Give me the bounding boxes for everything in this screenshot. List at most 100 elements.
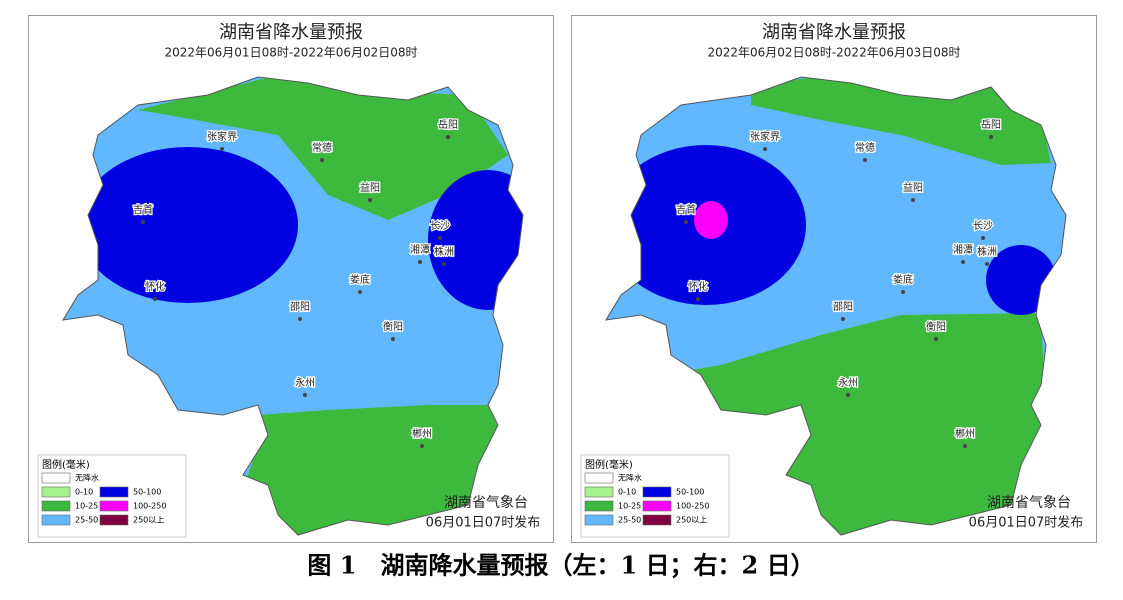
legend-label: 50-100 (133, 488, 161, 497)
city-label: 娄底 (350, 273, 370, 286)
issued-time: 06月01日07时发布 (426, 515, 541, 531)
legend-swatch (41, 486, 71, 498)
city-dot (358, 290, 362, 294)
issuer: 湖南省气象台 (987, 495, 1071, 511)
city-label: 常德 (312, 141, 332, 154)
legend-swatch (99, 500, 129, 512)
city-label: 益阳 (903, 181, 923, 194)
legend-label: 25-50 (75, 516, 98, 525)
city-dot (442, 262, 446, 266)
rain-area (228, 405, 498, 535)
legend-label: 100-250 (133, 502, 166, 511)
province-border (62, 76, 524, 536)
legend-swatch (642, 486, 672, 498)
city-label: 常德 (855, 141, 875, 154)
legend-swatch (41, 472, 71, 484)
legend-swatch (41, 514, 71, 526)
city-label: 衡阳 (926, 321, 946, 333)
legend-swatch (99, 486, 129, 498)
city-dot (961, 260, 965, 264)
city-dot (684, 220, 688, 224)
city-label: 郴州 (955, 427, 975, 440)
legend-swatch (584, 514, 614, 526)
legend-label: 0-10 (75, 488, 93, 497)
city-label: 怀化 (688, 280, 708, 293)
city-label: 永州 (838, 376, 858, 389)
rain-area (78, 147, 298, 303)
city-label: 郴州 (412, 427, 432, 440)
city-dot (696, 297, 700, 301)
legend-swatch (99, 514, 129, 526)
city-dot (763, 147, 767, 151)
legend-title: 图例(毫米) (42, 458, 90, 471)
city-dot (863, 158, 867, 162)
map-title: 湖南省降水量预报 (762, 22, 906, 43)
city-label: 永州 (295, 376, 315, 389)
city-dot (911, 198, 915, 202)
city-dot (141, 220, 145, 224)
city-dot (934, 337, 938, 341)
map-title: 湖南省降水量预报 (219, 22, 363, 43)
city-label: 邵阳 (290, 301, 310, 313)
city-label: 湘潭 (953, 243, 973, 256)
city-label: 邵阳 (833, 301, 853, 313)
city-dot (320, 158, 324, 162)
map-period: 2022年06月02日08时-2022年06月03日08时 (707, 46, 960, 60)
city-label: 湘潭 (410, 243, 430, 256)
city-label: 张家界 (207, 130, 237, 143)
legend-swatch (584, 472, 614, 484)
rain-area (138, 77, 508, 220)
legend-swatch (642, 500, 672, 512)
legend-label: 0-10 (618, 488, 636, 497)
city-dot (420, 444, 424, 448)
legend-swatch (642, 514, 672, 526)
legend-label: 无降水 (75, 473, 99, 483)
legend-label: 100-250 (676, 502, 709, 511)
city-label: 岳阳 (981, 119, 1001, 131)
city-label: 怀化 (145, 280, 165, 293)
city-label: 益阳 (360, 181, 380, 194)
city-label: 株洲 (434, 245, 454, 258)
city-dot (989, 135, 993, 139)
city-label: 吉首 (676, 203, 696, 216)
rain-area (751, 77, 1051, 165)
legend-label: 250以上 (133, 516, 164, 525)
city-label: 衡阳 (383, 321, 403, 333)
city-dot (963, 444, 967, 448)
legend-swatch (41, 500, 71, 512)
city-label: 张家界 (750, 130, 780, 143)
legend-label: 无降水 (618, 473, 642, 483)
city-dot (446, 135, 450, 139)
legend-label: 25-50 (618, 516, 641, 525)
caption: 图 1 湖南降水量预报（左：1 日；右：2 日） (307, 551, 814, 580)
city-dot (298, 317, 302, 321)
city-dot (981, 236, 985, 240)
legend-title: 图例(毫米) (585, 458, 633, 471)
map-period: 2022年06月01日08时-2022年06月02日08时 (164, 46, 417, 60)
city-dot (846, 393, 850, 397)
city-label: 长沙 (973, 220, 993, 232)
city-dot (368, 198, 372, 202)
issuer: 湖南省气象台 (444, 495, 528, 511)
province-border (605, 76, 1067, 536)
city-dot (220, 147, 224, 151)
rain-area (694, 201, 728, 239)
city-label: 娄底 (893, 273, 913, 286)
legend-swatch (584, 486, 614, 498)
issued-time: 06月01日07时发布 (969, 515, 1084, 531)
legend-label: 10-25 (618, 502, 641, 511)
city-dot (303, 393, 307, 397)
city-label: 岳阳 (438, 119, 458, 131)
city-dot (841, 317, 845, 321)
legend-label: 250以上 (676, 516, 707, 525)
legend-label: 50-100 (676, 488, 704, 497)
legend-label: 10-25 (75, 502, 98, 511)
city-label: 株洲 (977, 245, 997, 258)
city-dot (901, 290, 905, 294)
legend-swatch (584, 500, 614, 512)
city-dot (438, 236, 442, 240)
city-dot (985, 262, 989, 266)
